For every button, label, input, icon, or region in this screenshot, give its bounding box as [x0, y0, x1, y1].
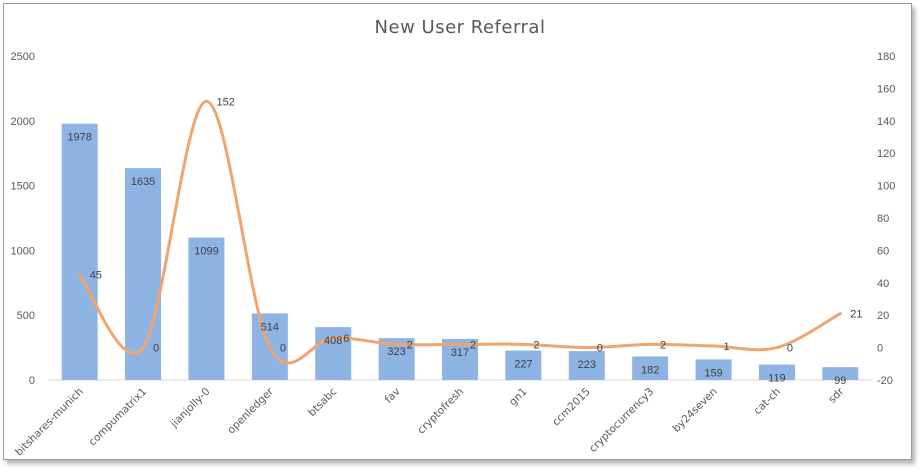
bar-compumatrix1 — [125, 168, 162, 380]
left-tick-label: 500 — [17, 310, 35, 322]
category-label: compumatrix1 — [87, 386, 150, 449]
line-value-label: 2 — [470, 339, 476, 351]
referral-line — [78, 99, 842, 365]
right-tick-label: 140 — [877, 116, 895, 128]
bar-value-label: 182 — [641, 364, 659, 376]
line-value-label: 152 — [216, 96, 234, 108]
right-tick-label: 60 — [877, 245, 889, 257]
category-label: cryptofresh — [415, 386, 466, 437]
bar-value-label: 159 — [704, 367, 722, 379]
bar-cat-ch — [758, 364, 795, 380]
category-label: by24seven — [671, 386, 720, 435]
bar-value-label: 1635 — [131, 176, 155, 188]
category-label: cryptocurrency3 — [587, 386, 656, 455]
bar-value-label: 1099 — [194, 246, 218, 258]
category-label: bitshares-munich — [13, 386, 86, 459]
bar-value-label: 99 — [834, 375, 846, 387]
bar-value-label: 323 — [387, 346, 405, 358]
right-tick-label: 20 — [877, 310, 889, 322]
bar-btsabc — [315, 327, 352, 380]
bar-value-label: 514 — [261, 321, 279, 333]
bar-jianjolly-0 — [188, 237, 225, 380]
line-value-label: 0 — [787, 343, 793, 355]
line-value-label: 21 — [850, 309, 862, 321]
bar-by24seven — [695, 359, 732, 380]
category-label: fav — [383, 386, 403, 406]
category-label: btsabc — [306, 385, 339, 418]
line-value-label: 2 — [407, 339, 413, 351]
bar-value-label: 408 — [324, 335, 342, 347]
left-tick-label: 1500 — [11, 181, 35, 193]
bar-gn1 — [505, 350, 542, 380]
category-label: gn1 — [507, 386, 530, 409]
line-value-label: 1 — [724, 341, 730, 353]
bar-ccm2015 — [568, 351, 605, 380]
bar-value-label: 119 — [768, 373, 786, 385]
category-label: openledger — [225, 385, 276, 436]
right-tick-label: 180 — [877, 51, 895, 63]
bar-sdr — [822, 367, 859, 380]
category-label: ccm2015 — [550, 386, 593, 429]
right-tick-label: 40 — [877, 278, 889, 290]
chart-title: New User Referral — [375, 17, 546, 38]
bar-value-label: 227 — [514, 359, 532, 371]
line-value-label: 0 — [153, 343, 159, 355]
line-value-label: 2 — [660, 339, 666, 351]
line-value-label: 6 — [343, 333, 349, 345]
bar-value-label: 1978 — [67, 132, 91, 144]
bar-value-label: 317 — [451, 347, 469, 359]
right-tick-label: 80 — [877, 213, 889, 225]
line-value-label: 45 — [90, 270, 102, 282]
bar-value-label: 223 — [578, 359, 596, 371]
left-tick-label: 2500 — [11, 51, 35, 63]
category-label: sdr — [826, 385, 847, 406]
left-tick-label: 2000 — [11, 116, 35, 128]
left-tick-label: 1000 — [11, 245, 35, 257]
left-tick-label: 0 — [29, 375, 35, 387]
bar-bitshares-munich — [61, 123, 98, 381]
right-tick-label: 120 — [877, 148, 895, 160]
right-tick-label: -20 — [877, 375, 893, 387]
bar-cryptocurrency3 — [632, 356, 669, 380]
right-tick-label: 0 — [877, 343, 883, 355]
line-value-label: 2 — [533, 339, 539, 351]
category-label: cat-ch — [752, 386, 783, 417]
right-tick-label: 160 — [877, 83, 895, 95]
line-value-label: 0 — [597, 343, 603, 355]
category-label: jianjolly-0 — [168, 386, 213, 431]
line-value-label: 0 — [280, 343, 286, 355]
right-tick-label: 100 — [877, 181, 895, 193]
